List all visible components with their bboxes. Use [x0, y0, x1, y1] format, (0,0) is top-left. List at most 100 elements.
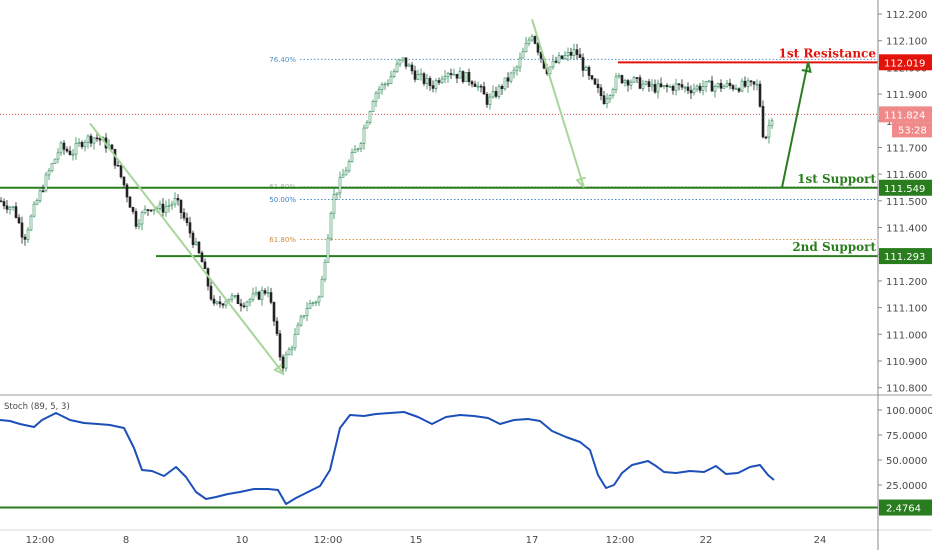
candle-body — [422, 73, 426, 84]
candle-body — [8, 207, 12, 210]
candle-body — [443, 76, 447, 80]
candle-body — [212, 298, 216, 304]
candle-body — [110, 144, 114, 150]
candle-body — [689, 90, 693, 94]
level-price-badge — [879, 54, 932, 71]
price-tick-label: 111.500 — [886, 197, 927, 208]
price-tick-label: 111.200 — [886, 277, 927, 288]
candle-body — [14, 206, 18, 218]
candle-body — [203, 261, 207, 269]
stoch-value-label: 2.4764 — [886, 504, 921, 515]
candle-body — [341, 174, 345, 178]
candle-body — [719, 83, 723, 89]
candle-body — [530, 36, 534, 41]
candle-body — [581, 57, 585, 71]
stoch-tick-label: 100.0000 — [886, 406, 932, 417]
candle-body — [29, 215, 33, 231]
candle-body — [470, 81, 474, 85]
candle-body — [758, 83, 762, 107]
candle-body — [68, 150, 72, 156]
candle-body — [464, 72, 468, 82]
candle-body — [518, 57, 522, 68]
candle-body — [269, 292, 273, 303]
candle-body — [380, 84, 384, 91]
candle-body — [437, 80, 441, 83]
candle-body — [467, 72, 471, 83]
candle-body — [224, 300, 228, 306]
candle-body — [47, 170, 51, 176]
candle-body — [131, 207, 135, 212]
candle-body — [362, 127, 366, 144]
candle-body — [557, 55, 561, 63]
candle-body — [11, 206, 15, 208]
candle-body — [245, 301, 249, 307]
candle-body — [407, 64, 411, 67]
candle-body — [302, 315, 306, 318]
candle-body — [593, 78, 597, 85]
candle-body — [482, 86, 486, 95]
candle-body — [266, 292, 270, 294]
candle-body — [227, 298, 231, 302]
candle-body — [194, 241, 198, 246]
candle-body — [236, 295, 240, 304]
candle-body — [767, 124, 771, 138]
candle-body — [416, 74, 420, 80]
price-tick-label: 111.100 — [886, 304, 927, 315]
candle-body — [596, 83, 600, 89]
candle-body — [365, 122, 369, 129]
trend-arrows — [89, 19, 812, 376]
candle-body — [515, 66, 519, 71]
candle-body — [494, 91, 498, 97]
candle-body — [359, 143, 363, 149]
candle-body — [704, 81, 708, 87]
candle-body — [425, 78, 429, 84]
time-tick-label: 15 — [410, 535, 423, 546]
candle-body — [260, 290, 264, 300]
candle-body — [476, 85, 480, 88]
candle-body — [281, 356, 285, 369]
stochastic-panel: Stoch (89, 5, 3) — [0, 402, 878, 509]
candle-body — [434, 80, 438, 89]
candle-body — [2, 201, 6, 207]
candle-body — [485, 93, 489, 105]
candle-body — [587, 66, 591, 76]
candle-body — [452, 73, 456, 76]
candle-body — [686, 86, 690, 91]
time-tick-label: 17 — [526, 535, 539, 546]
trend-arrow-head — [575, 176, 586, 189]
candle-body — [473, 83, 477, 87]
trend-arrow-line — [89, 122, 285, 375]
candle-body — [335, 192, 339, 195]
candle-body — [497, 86, 501, 97]
candle-body — [599, 87, 603, 97]
candle-body — [404, 57, 408, 67]
candle-body — [743, 80, 747, 87]
candle-body — [674, 83, 678, 91]
level-name-label: 2nd Support — [792, 240, 876, 254]
level-price-badge — [879, 248, 932, 265]
candle-body — [575, 49, 579, 55]
candle-body — [659, 83, 663, 87]
candle-body — [134, 211, 138, 227]
candle-body — [239, 303, 243, 307]
stoch-tick-label: 50.0000 — [886, 456, 927, 467]
candle-body — [512, 69, 516, 74]
candle-body — [431, 85, 435, 89]
level-price-label: 111.549 — [884, 184, 925, 195]
candle-body — [710, 80, 714, 92]
candle-body — [611, 89, 615, 96]
candle-body — [713, 86, 717, 92]
price-tick-label: 112.100 — [886, 37, 927, 48]
candle-body — [170, 203, 174, 206]
candle-body — [536, 43, 540, 53]
candle-body — [716, 83, 720, 87]
candle-body — [653, 84, 657, 93]
candle-body — [527, 39, 531, 44]
candle-body — [317, 296, 321, 303]
candle-body — [671, 86, 675, 91]
candle-body — [692, 88, 696, 94]
time-axis: 12:00 8 10 12:00 15 17 12:00 22 24 — [26, 535, 827, 546]
candle-body — [158, 203, 162, 209]
